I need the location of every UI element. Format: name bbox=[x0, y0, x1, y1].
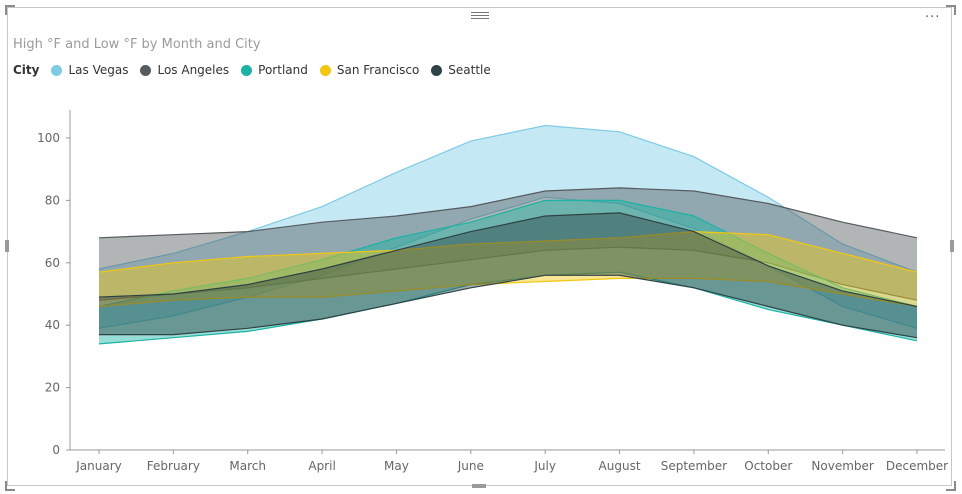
line-high-portland bbox=[98, 199, 918, 308]
more-options-icon[interactable]: ··· bbox=[925, 10, 941, 25]
series-bands bbox=[98, 124, 918, 345]
resize-corner-top-right[interactable] bbox=[946, 5, 956, 15]
legend-marker bbox=[431, 64, 443, 76]
x-tick-label: March bbox=[229, 459, 266, 473]
drag-grip-icon[interactable] bbox=[471, 12, 489, 20]
band-los-angeles[interactable] bbox=[99, 187, 917, 301]
resize-corner-bottom-left[interactable] bbox=[5, 481, 15, 491]
y-tick-label: 100 bbox=[37, 131, 60, 145]
legend-marker bbox=[319, 64, 331, 76]
chart-title: High °F and Low °F by Month and City bbox=[13, 37, 261, 52]
band-portland[interactable] bbox=[99, 200, 917, 344]
legend: City Las Vegas Los Angeles Portland San Fra… bbox=[13, 62, 503, 78]
legend-item-seattle[interactable]: Seattle bbox=[431, 63, 491, 77]
y-tick-label: 0 bbox=[52, 443, 60, 457]
visual-container[interactable] bbox=[7, 7, 952, 486]
resize-corner-top-left[interactable] bbox=[5, 5, 15, 15]
legend-label: Los Angeles bbox=[157, 63, 230, 77]
legend-title: City bbox=[13, 63, 40, 77]
legend-item-los-angeles[interactable]: Los Angeles bbox=[140, 63, 229, 77]
line-low-portland bbox=[98, 271, 918, 345]
line-low-las-vegas bbox=[98, 196, 918, 329]
y-tick-label: 80 bbox=[45, 193, 60, 207]
legend-label: Las Vegas bbox=[68, 63, 129, 77]
legend-item-las-vegas[interactable]: Las Vegas bbox=[51, 63, 128, 77]
x-tick-label: September bbox=[661, 459, 727, 473]
resize-handle-left[interactable] bbox=[5, 240, 9, 252]
x-tick-label: October bbox=[744, 459, 792, 473]
line-high-los-angeles bbox=[98, 187, 918, 239]
x-tick-label: July bbox=[533, 459, 556, 473]
y-tick-label: 20 bbox=[45, 381, 60, 395]
legend-item-portland[interactable]: Portland bbox=[241, 63, 308, 77]
band-seattle[interactable] bbox=[99, 212, 917, 338]
x-tick-label: December bbox=[886, 459, 948, 473]
legend-label: Portland bbox=[258, 63, 308, 77]
legend-items: Las Vegas Los Angeles Portland San Francisc… bbox=[51, 63, 502, 77]
line-low-seattle bbox=[99, 274, 918, 339]
resize-corner-bottom-right[interactable] bbox=[946, 481, 956, 491]
band-las-vegas[interactable] bbox=[99, 125, 917, 329]
legend-marker bbox=[140, 64, 152, 76]
x-tick-label: November bbox=[811, 459, 873, 473]
legend-item-san-francisco[interactable]: San Francisco bbox=[319, 63, 420, 77]
band-san-francisco[interactable] bbox=[99, 231, 917, 307]
x-axis: January February March April May June July Augu… bbox=[70, 449, 948, 473]
y-tick-label: 40 bbox=[45, 318, 60, 332]
x-tick-label: February bbox=[147, 459, 200, 473]
legend-label: Seattle bbox=[448, 63, 491, 77]
resize-handle-right[interactable] bbox=[950, 240, 954, 252]
resize-handle-bottom[interactable] bbox=[472, 484, 486, 488]
y-tick-label: 60 bbox=[45, 256, 60, 270]
legend-marker bbox=[241, 64, 253, 76]
legend-label: San Francisco bbox=[336, 63, 420, 77]
x-tick-label: May bbox=[384, 459, 409, 473]
legend-marker bbox=[51, 64, 63, 76]
x-tick-label: August bbox=[599, 459, 641, 473]
line-high-san-francisco bbox=[98, 230, 918, 273]
line-high-las-vegas bbox=[98, 124, 918, 273]
line-low-san-francisco bbox=[98, 277, 918, 308]
x-tick-label: April bbox=[308, 459, 335, 473]
line-low-los-angeles bbox=[98, 246, 918, 301]
x-tick-label: January bbox=[75, 459, 122, 473]
y-axis: 0 20 40 60 80 100 bbox=[37, 110, 71, 457]
line-high-seattle bbox=[98, 212, 918, 308]
x-tick-label: June bbox=[457, 459, 484, 473]
